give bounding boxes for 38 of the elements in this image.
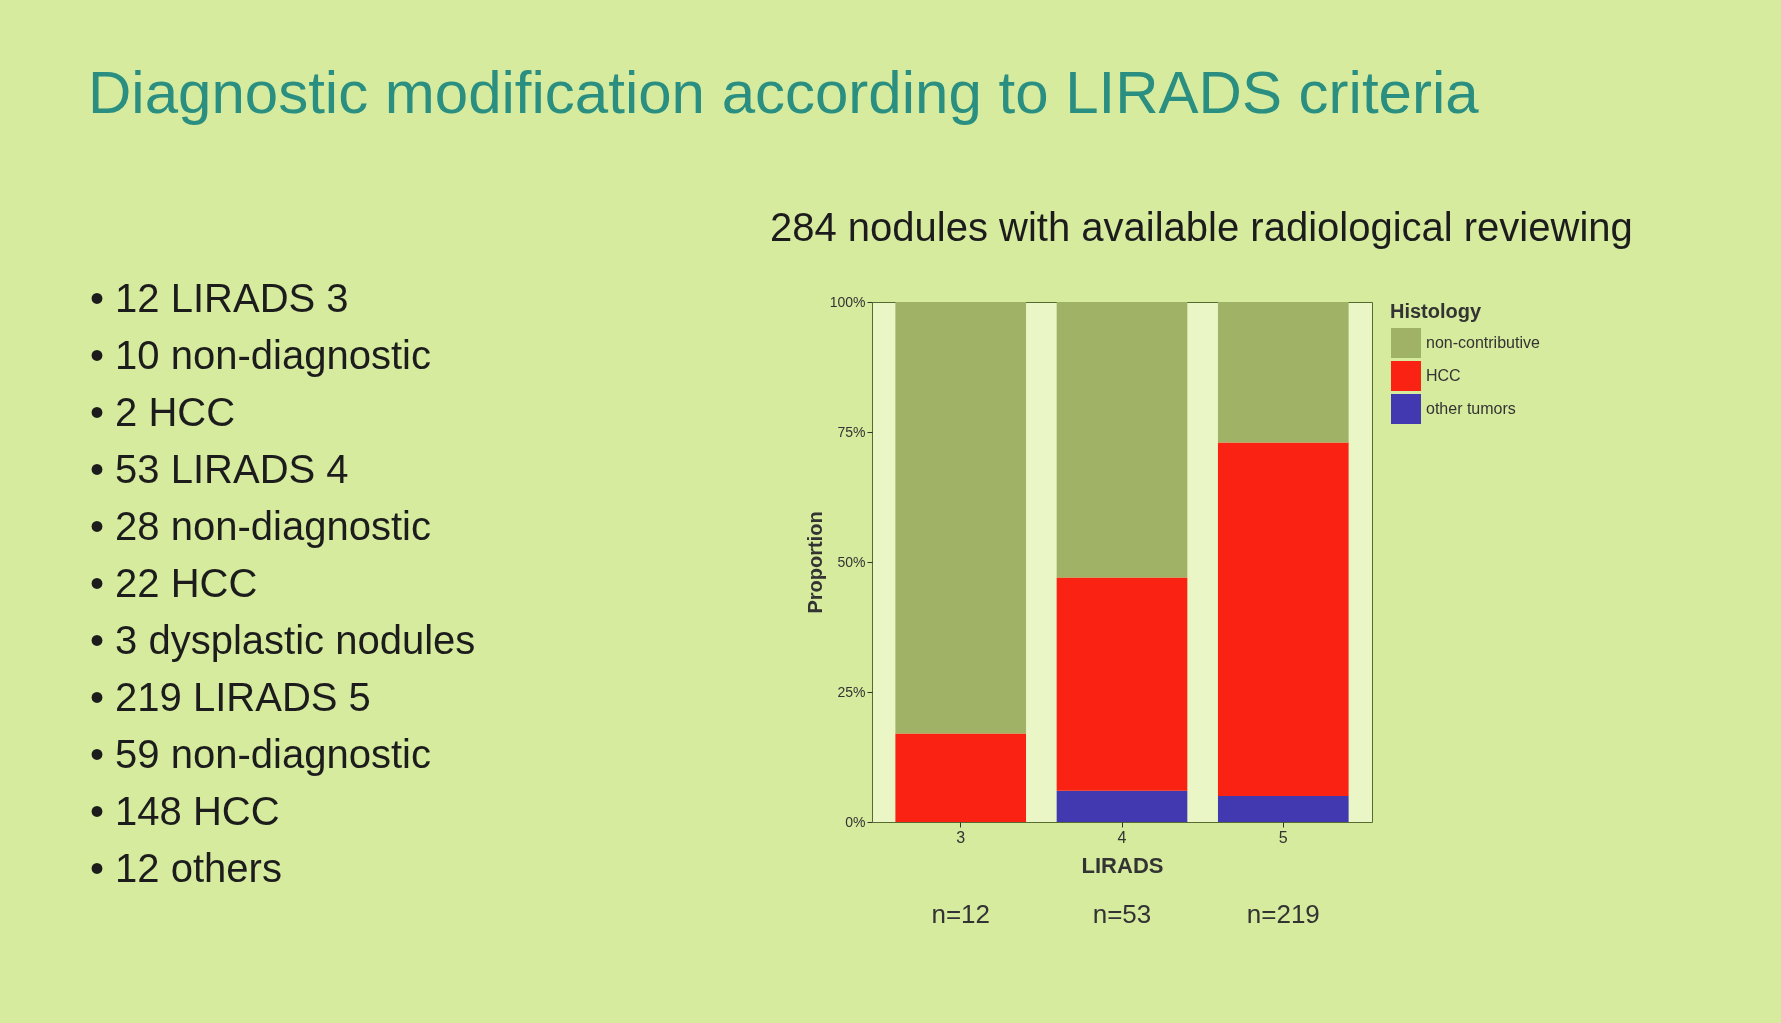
bar xyxy=(895,733,1027,822)
text: n=12 xyxy=(931,899,990,929)
text: • 59 non-diagnostic xyxy=(90,731,432,778)
legend-title: Histology xyxy=(1390,300,1482,322)
text: • 12 others xyxy=(90,845,283,892)
y-tick-label: 75% xyxy=(837,423,866,440)
y-tick-label: 0% xyxy=(845,813,866,830)
chart-title: Diagnostic modification according to LIRADS criteria xyxy=(88,58,1479,127)
bar xyxy=(895,302,1027,734)
bar xyxy=(1217,442,1349,796)
bar xyxy=(1056,790,1188,822)
legend-label: other tumors xyxy=(1426,400,1516,417)
text: • 22 HCC xyxy=(90,560,259,607)
chart-subtitle: 284 nodules with available radiological reviewing xyxy=(770,205,1633,250)
text: • 2 HCC xyxy=(90,389,237,436)
x-axis-title: LIRADS xyxy=(1081,852,1164,878)
bar xyxy=(1056,302,1188,578)
bar xyxy=(1217,302,1349,443)
text: • 148 HCC xyxy=(90,788,281,835)
text: • 219 LIRADS 5 xyxy=(90,674,372,721)
text: • 12 LIRADS 3 xyxy=(90,275,350,322)
y-axis-title: Proportion xyxy=(803,511,826,614)
bar xyxy=(1217,796,1349,822)
x-tick-label: 3 xyxy=(956,828,966,846)
text: • 53 LIRADS 4 xyxy=(90,446,350,493)
y-tick-label: 100% xyxy=(829,293,866,310)
bar xyxy=(1056,577,1188,791)
text: n=53 xyxy=(1092,899,1152,929)
text: • 3 dysplastic nodules xyxy=(90,617,476,664)
legend-label: HCC xyxy=(1426,367,1461,384)
y-tick-label: 50% xyxy=(837,553,866,570)
text: n=219 xyxy=(1246,899,1320,929)
x-tick-label: 4 xyxy=(1117,828,1127,846)
text: • 28 non-diagnostic xyxy=(90,503,432,550)
text: • 10 non-diagnostic xyxy=(90,332,432,379)
x-tick-label: 5 xyxy=(1278,828,1288,846)
y-tick-label: 25% xyxy=(837,683,866,700)
legend-label: non-contributive xyxy=(1426,334,1540,351)
